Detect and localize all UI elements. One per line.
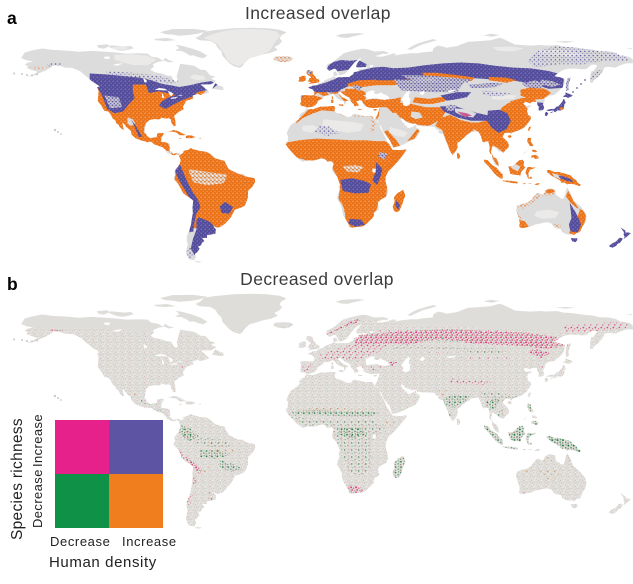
svg-text:Human density: Human density	[49, 554, 157, 571]
svg-text:Increase: Increase	[30, 414, 45, 467]
svg-text:Increase: Increase	[122, 534, 177, 549]
svg-text:Decrease: Decrease	[30, 469, 45, 528]
svg-text:b: b	[7, 274, 18, 294]
svg-text:Increased overlap: Increased overlap	[245, 3, 391, 23]
svg-text:a: a	[7, 8, 17, 28]
svg-text:Decreased overlap: Decreased overlap	[240, 269, 394, 289]
svg-text:Decrease: Decrease	[50, 534, 110, 549]
svg-text:Species richness: Species richness	[9, 418, 26, 540]
